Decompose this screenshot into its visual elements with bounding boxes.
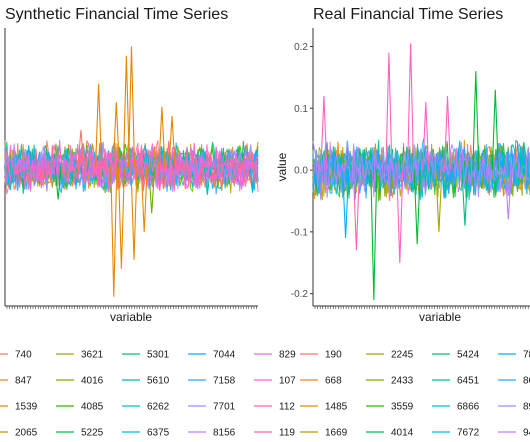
legend-label: 5301 — [147, 350, 170, 361]
legend-label: 6262 — [147, 402, 170, 413]
spike-mark — [443, 95, 452, 171]
chart-title: Real Financial Time Series — [313, 6, 503, 23]
legend-label: 112 — [279, 402, 295, 413]
legend-label: 8156 — [213, 428, 236, 439]
spike-mark — [491, 89, 499, 171]
spike-mark — [342, 170, 350, 239]
legend-label: 4016 — [81, 376, 104, 387]
spike-mark — [461, 170, 469, 226]
legend-label: 9431 — [523, 428, 530, 439]
legend-label: 2065 — [15, 428, 38, 439]
legend-label: 107 — [279, 376, 296, 387]
spike-mark — [148, 166, 156, 214]
legend-label: 3621 — [81, 350, 104, 361]
spike-mark — [168, 115, 176, 168]
legend-label: 7701 — [213, 402, 236, 413]
legend-label: 5610 — [147, 376, 170, 387]
synthetic-panel: Synthetic Financial Time Series variable — [4, 6, 259, 324]
y-tick-label: 0.0 — [294, 166, 308, 177]
legend-label: 4014 — [391, 428, 414, 439]
spike-mark — [6, 166, 14, 191]
legend-label: 4085 — [81, 402, 104, 413]
legend-label: 1539 — [15, 402, 38, 413]
y-tick-label: 0.2 — [294, 42, 308, 53]
chart-title: Synthetic Financial Time Series — [5, 6, 228, 23]
spike-mark — [370, 170, 378, 300]
spike-mark — [435, 170, 443, 232]
spike-mark — [140, 166, 148, 232]
y-tick-label: 0.1 — [294, 104, 308, 115]
legend-label: 8919 — [523, 402, 530, 413]
legend-label: 1485 — [325, 402, 348, 413]
legend-label: 6866 — [457, 402, 480, 413]
spike-mark — [130, 166, 138, 260]
spike-mark — [110, 166, 118, 297]
spike-mark — [54, 166, 62, 200]
legend-label: 3559 — [391, 402, 414, 413]
series-line-119 — [4, 140, 259, 195]
spike-mark — [472, 71, 480, 171]
real-legend: 190 668 1485 1669 2245 2433 3559 4014 5424 6451 68… — [300, 350, 530, 439]
legend-label: 6451 — [457, 376, 480, 387]
spike-mark — [122, 55, 130, 168]
spike-mark — [127, 46, 136, 168]
real-panel: Real Financial Time Series -0.2 -0.1 0.0 0.1… — [275, 6, 530, 324]
legend-label: 1669 — [325, 428, 348, 439]
legend-label: 668 — [325, 376, 342, 387]
legend-label: 7848 — [523, 350, 530, 361]
legend-label: 7044 — [213, 350, 236, 361]
x-axis-title: variable — [110, 310, 152, 324]
legend-label: 2433 — [391, 376, 414, 387]
legend-label: 190 — [325, 350, 342, 361]
spike-mark — [320, 95, 328, 171]
spike-mark — [112, 102, 120, 168]
legend-label: 119 — [279, 428, 295, 439]
legend-label: 7672 — [457, 428, 480, 439]
legend-label: 2245 — [391, 350, 414, 361]
legend-label: 7158 — [213, 376, 236, 387]
legend-label: 6375 — [147, 428, 170, 439]
spike-mark — [77, 129, 85, 168]
spike-mark — [385, 52, 393, 171]
spike-mark — [396, 170, 404, 263]
spike-mark — [203, 166, 211, 195]
synthetic-legend: 740 847 1539 2065 3621 4016 4085 5225 5301 5610 62… — [0, 350, 296, 439]
spike-mark — [352, 170, 360, 251]
spike-mark — [158, 106, 166, 168]
y-tick-label: -0.1 — [291, 227, 309, 238]
spike-mark — [95, 83, 103, 168]
spike-mark — [117, 166, 125, 269]
legend-label: 740 — [15, 350, 32, 361]
spike-mark — [504, 170, 512, 220]
legend-label: 847 — [15, 376, 32, 387]
legend-label: 5225 — [81, 428, 104, 439]
series-line-9431 — [312, 141, 530, 201]
legend-label: 829 — [279, 350, 296, 361]
x-axis-title: variable — [419, 310, 461, 324]
legend-label: 8618 — [523, 376, 530, 387]
legend-label: 5424 — [457, 350, 480, 361]
y-tick-label: -0.2 — [291, 289, 309, 300]
spike-mark — [422, 102, 430, 171]
spike-mark — [407, 43, 415, 171]
y-axis-title: value — [275, 152, 289, 181]
spike-mark — [413, 170, 421, 245]
